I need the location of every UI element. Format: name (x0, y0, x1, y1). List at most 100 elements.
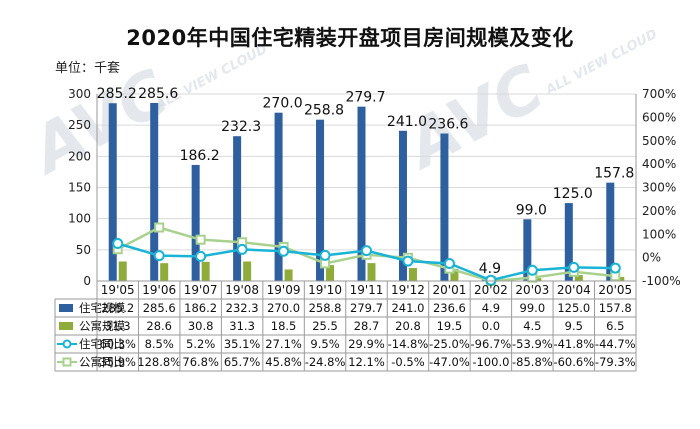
table-cell: -24.8% (305, 355, 346, 369)
table-cell: 6.5 (606, 319, 624, 333)
table-cell: 4.5 (523, 319, 541, 333)
residential-bar-label: 285.2 (97, 86, 137, 102)
residential-yoy-point (195, 250, 207, 262)
table-cell: 31.3 (105, 319, 131, 333)
table-cell: 45.8% (265, 355, 302, 369)
residential-bar (564, 203, 573, 281)
residential-yoy-point (443, 257, 455, 269)
y2-tick-label: 0% (642, 251, 661, 265)
apartment-bar (201, 261, 210, 281)
table-cell: 128.8% (137, 355, 181, 369)
residential-bar-label: 232.3 (221, 119, 261, 135)
x-tick-label: 19'08 (225, 283, 259, 297)
residential-bar-label: 279.7 (345, 90, 385, 106)
residential-bar (440, 133, 449, 281)
x-tick-label: 20'05 (598, 283, 632, 297)
table-cell: 186.2 (184, 301, 217, 315)
table-cell: 12.1% (348, 355, 385, 369)
apartment-bar (326, 265, 335, 281)
residential-bar-label: 236.6 (428, 117, 468, 133)
table-cell: -41.8% (553, 337, 594, 351)
y-tick-label: 0 (83, 274, 91, 288)
residential-bar-label: 99.0 (516, 202, 547, 218)
residential-bar (274, 112, 283, 281)
legend-label: 住宅规模 (79, 301, 125, 315)
y-tick-label: 300 (68, 87, 91, 101)
table-cell: 31.3 (229, 319, 255, 333)
apartment-bar (367, 263, 376, 281)
table-cell: 9.5 (565, 319, 583, 333)
residential-bar (108, 103, 117, 281)
table-cell: 258.8 (309, 301, 342, 315)
x-tick-label: 19'10 (308, 283, 342, 297)
x-tick-label: 19'07 (184, 283, 218, 297)
table-cell: 5.2% (186, 337, 215, 351)
table-cell: 157.8 (599, 301, 632, 315)
table-cell: 25.5 (312, 319, 338, 333)
table-cell: 270.0 (267, 301, 300, 315)
table-cell: -44.7% (595, 337, 636, 351)
residential-bar-label: 258.8 (304, 103, 344, 119)
y2-tick-label: 300% (642, 181, 676, 195)
y2-tick-label: -100% (642, 274, 681, 288)
residential-yoy-point (568, 261, 580, 273)
residential-bar (398, 130, 407, 281)
apartment-bar (408, 268, 417, 281)
table-cell: 4.9 (482, 301, 500, 315)
table-cell: 9.5% (310, 337, 339, 351)
y-tick-label: 250 (68, 118, 91, 132)
x-tick-label: 20'04 (557, 283, 591, 297)
apartment-bar (450, 268, 459, 281)
residential-bar (150, 102, 159, 281)
x-tick-label: 19'12 (391, 283, 425, 297)
y2-tick-label: 600% (642, 110, 676, 124)
residential-bar (316, 119, 325, 281)
y-tick-label: 150 (68, 181, 91, 195)
table-cell: 99.0 (520, 301, 546, 315)
table-cell: 35.1% (224, 337, 261, 351)
apartment-bar (243, 261, 252, 281)
legend-label: 公寓规模 (79, 319, 125, 333)
residential-yoy-point (526, 264, 538, 276)
apartment-bar (160, 263, 169, 281)
table-cell: 0.0 (482, 319, 500, 333)
table-cell: 279.7 (350, 301, 383, 315)
table-cell: 285.2 (101, 301, 134, 315)
table-cell: 27.1% (265, 337, 302, 351)
legend-label: 住宅同比 (79, 337, 125, 351)
table-cell: -53.9% (512, 337, 553, 351)
table-cell: -47.0% (429, 355, 470, 369)
y2-tick-label: 500% (642, 134, 676, 148)
residential-bar-label: 241.0 (387, 114, 427, 130)
apartment-bar (574, 275, 583, 281)
table-cell: -14.8% (388, 337, 429, 351)
table-cell: 285.6 (143, 301, 176, 315)
residential-bar-label: 125.0 (553, 186, 593, 202)
x-tick-label: 20'03 (515, 283, 549, 297)
apartment-yoy-point (195, 234, 206, 245)
x-tick-label: 20'02 (474, 283, 508, 297)
residential-bar-label: 186.2 (180, 148, 220, 164)
y2-tick-label: 400% (642, 157, 676, 171)
residential-yoy-point (153, 250, 165, 262)
legend-swatch (59, 322, 73, 330)
residential-bar-label: 285.6 (138, 86, 178, 102)
residential-yoy-point (278, 245, 290, 257)
table-cell: 28.7 (354, 319, 380, 333)
table-cell: -100.0 (472, 355, 509, 369)
apartment-bar (284, 269, 293, 281)
residential-bar (233, 136, 242, 281)
y2-tick-label: 700% (642, 87, 676, 101)
residential-yoy-point (236, 243, 248, 255)
residential-yoy-point (609, 262, 621, 274)
table-cell: 19.5 (437, 319, 463, 333)
x-tick-label: 19'05 (101, 283, 135, 297)
residential-yoy-point (485, 274, 497, 286)
table-cell: 65.7% (224, 355, 261, 369)
residential-bar-label: 270.0 (263, 96, 303, 112)
table-cell: 60.3% (99, 337, 136, 351)
table-cell: -60.6% (553, 355, 594, 369)
residential-bar-label: 157.8 (594, 166, 634, 182)
